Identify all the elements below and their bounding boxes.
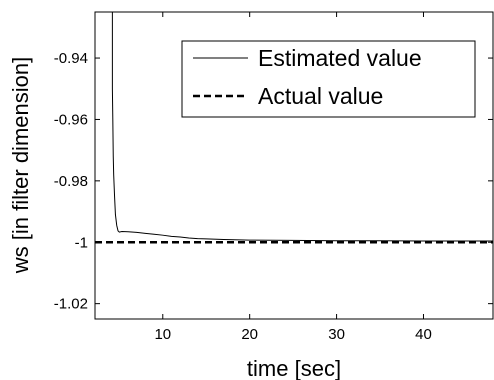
plot-frame: [94, 11, 494, 320]
ticks-layer: 10 20 30 40 -0.94 -0.96 -0.98 -1 -1.02: [54, 12, 493, 343]
legend: Estimated value Actual value: [181, 40, 476, 118]
y-tick-label: -0.98: [54, 173, 88, 190]
y-tick-label: -0.96: [54, 111, 88, 128]
series-line-0: [111, 12, 493, 242]
x-tick-label: 20: [241, 326, 258, 343]
series-layer: [95, 12, 493, 244]
x-tick-label: 30: [328, 326, 345, 343]
legend-label-actual: Actual value: [258, 83, 383, 109]
y-tick-label: -0.94: [54, 50, 88, 67]
y-tick-label: -1: [75, 234, 88, 251]
legend-label-estimated: Estimated value: [258, 45, 422, 71]
y-tick-label: -1.02: [54, 296, 88, 313]
x-tick-label: 10: [154, 326, 171, 343]
x-tick-label: 40: [415, 326, 432, 343]
x-axis-label: time [sec]: [247, 356, 341, 380]
legend-box: [181, 40, 476, 118]
y-axis-label: ws [in filter dimension]: [8, 57, 33, 274]
